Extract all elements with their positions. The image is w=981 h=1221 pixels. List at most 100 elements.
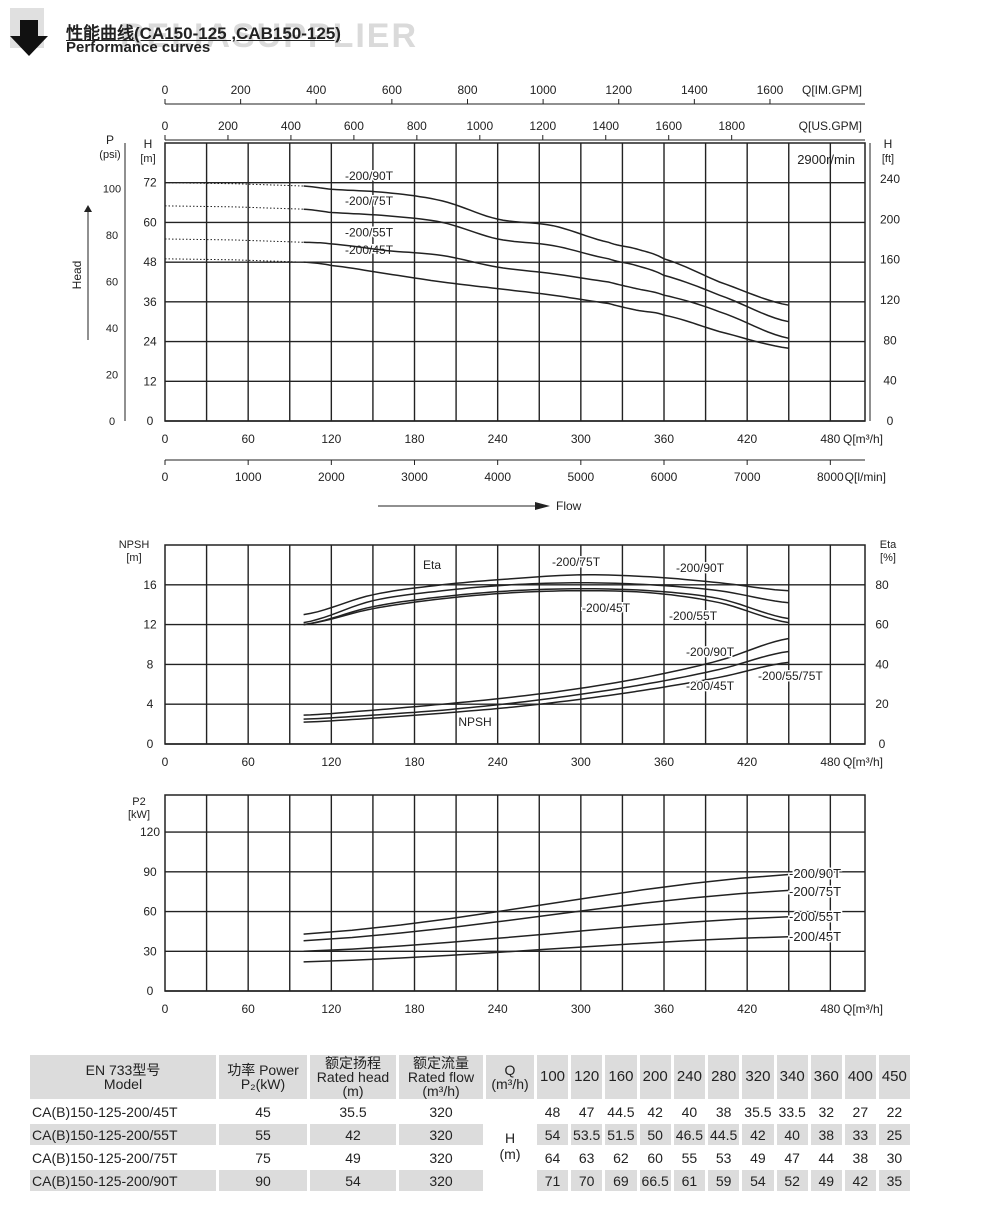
y-tick-label: 72 — [143, 176, 157, 190]
power-tick-label: 120 — [140, 825, 160, 839]
x-tick-label: 300 — [571, 755, 591, 769]
lmin-tick-label: 4000 — [484, 470, 511, 484]
head-value-cell: 69 — [605, 1170, 637, 1191]
psi-tick-label: 40 — [106, 323, 118, 335]
npsh-axis-label: NPSH — [119, 539, 150, 551]
head-value-cell: 59 — [708, 1170, 740, 1191]
power-tick-label: 30 — [143, 944, 157, 958]
head-curve-label: -200/90T — [345, 169, 394, 183]
header-q-value: 160 — [605, 1055, 637, 1099]
rated-head-cell: 49 — [345, 1149, 361, 1166]
page-subtitle: Performance curves — [66, 39, 211, 56]
model-cell: CA(B)150-125-200/75T — [32, 1149, 178, 1166]
header-q-value: 200 — [639, 1055, 671, 1099]
lmin-tick-label: 5000 — [567, 470, 594, 484]
x-tick-label: 0 — [162, 432, 169, 446]
lmin-tick-label: 1000 — [235, 470, 262, 484]
table-row: CA(B)150-125-200/45T 45 35.5 320 H (m) 48 47 44.… — [30, 1101, 910, 1163]
rated-head-cell: 35.5 — [339, 1103, 367, 1120]
head-value-cell: 50 — [639, 1124, 671, 1145]
head-value-cell: 47 — [578, 1103, 595, 1120]
head-value-cell: 30 — [886, 1149, 903, 1166]
top-axis-tick-label: 600 — [382, 83, 402, 97]
top-axis-tick-label: 1600 — [757, 83, 784, 97]
top-axis-tick-label: 200 — [231, 83, 251, 97]
x-tick-label: 360 — [654, 755, 674, 769]
watermark: RELIASUPPLIER — [120, 17, 419, 55]
power-cell: 45 — [255, 1103, 271, 1120]
y-tick-label: 36 — [143, 295, 157, 309]
y-tick-label: 24 — [143, 335, 157, 349]
x-tick-label: 300 — [571, 432, 591, 446]
head-value-cell: 63 — [578, 1149, 595, 1166]
head-value-cell: 38 — [715, 1103, 732, 1120]
head-value-cell: 48 — [544, 1103, 561, 1120]
header-power: 功率 Power P₂(kW) — [219, 1055, 307, 1099]
head-value-cell: 32 — [818, 1103, 835, 1120]
eta-tick-label: 80 — [875, 578, 889, 592]
model-cell: CA(B)150-125-200/45T — [32, 1103, 178, 1120]
lmin-tick-label: 2000 — [318, 470, 345, 484]
head-label: Head — [70, 261, 84, 290]
head-value-cell: 71 — [537, 1170, 569, 1191]
lmin-tick-label: 8000 — [817, 470, 844, 484]
head-value-cell: 66.5 — [639, 1170, 671, 1191]
npsh-curve--200/45T — [303, 661, 789, 723]
head-curve--200/55T — [303, 241, 789, 340]
x-tick-label: 120 — [321, 1002, 341, 1016]
power-curve--200/75T — [303, 889, 789, 942]
head-value-cell: 25 — [878, 1124, 910, 1145]
eta-curve--200/55T — [303, 588, 789, 626]
power-unit-label: [kW] — [128, 809, 150, 821]
power-cell: 75 — [255, 1149, 271, 1166]
performance-table: EN 733型号 Model 功率 Power P₂(kW) 额定扬程 Rated hea… — [27, 1053, 913, 1193]
power-curve-label: -200/75T — [789, 884, 841, 899]
header-q-value: 100 — [537, 1055, 569, 1099]
lmin-tick-label: 7000 — [734, 470, 761, 484]
h-unit-cell: H (m) — [499, 1130, 521, 1162]
psi-tick-label: 100 — [103, 183, 121, 195]
power-curve-label: -200/55T — [789, 909, 841, 924]
power-tick-label: 90 — [143, 865, 157, 879]
p-label: P — [106, 133, 114, 147]
top-axis-tick-label: 1000 — [466, 119, 493, 133]
lmin-tick-label: 0 — [162, 470, 169, 484]
head-curve--200/75T — [303, 208, 789, 323]
eta-tick-label: 40 — [875, 657, 889, 671]
ft-tick-label: 160 — [880, 253, 900, 267]
header-q-value: 240 — [673, 1055, 706, 1099]
lmin-tick-label: 3000 — [401, 470, 428, 484]
y-tick-label: 60 — [143, 215, 157, 229]
power-curve--200/55T — [303, 916, 789, 953]
x-tick-label: 120 — [321, 755, 341, 769]
eta-tick-label: 20 — [875, 697, 889, 711]
head-value-cell: 38 — [810, 1124, 842, 1145]
npsh-tick-label: 0 — [147, 737, 154, 751]
top-axis-tick-label: 400 — [306, 83, 326, 97]
head-value-cell: 33 — [844, 1124, 876, 1145]
psi-tick-label: 0 — [109, 416, 115, 428]
top-axis-tick-label: 1600 — [655, 119, 682, 133]
ft-label: [ft] — [882, 153, 894, 165]
x-tick-label: 0 — [162, 1002, 169, 1016]
x-tick-label: 360 — [654, 432, 674, 446]
head-value-cell: 54 — [537, 1124, 569, 1145]
head-value-cell: 22 — [886, 1103, 903, 1120]
power-tick-label: 0 — [147, 984, 154, 998]
head-value-cell: 44.5 — [607, 1103, 635, 1120]
x-axis-label: Q[m³/h] — [843, 1002, 883, 1016]
x-tick-label: 420 — [737, 1002, 757, 1016]
y-tick-label: 48 — [143, 255, 157, 269]
head-value-cell: 40 — [776, 1124, 808, 1145]
psi-label: (psi) — [99, 149, 120, 161]
x-tick-label: 420 — [737, 432, 757, 446]
table-row: CA(B)150-125-200/90T 90 54 320 71 70 69 66.5 61 5… — [30, 1170, 910, 1191]
x-tick-label: 0 — [162, 755, 169, 769]
x-tick-label: 480 — [820, 755, 840, 769]
head-value-cell: 35 — [878, 1170, 910, 1191]
header-model: EN 733型号 Model — [30, 1055, 216, 1099]
power-cell: 90 — [219, 1170, 307, 1191]
power-curve-label: -200/90T — [789, 866, 841, 881]
psi-tick-label: 80 — [106, 230, 118, 242]
head-value-cell: 53 — [715, 1149, 732, 1166]
